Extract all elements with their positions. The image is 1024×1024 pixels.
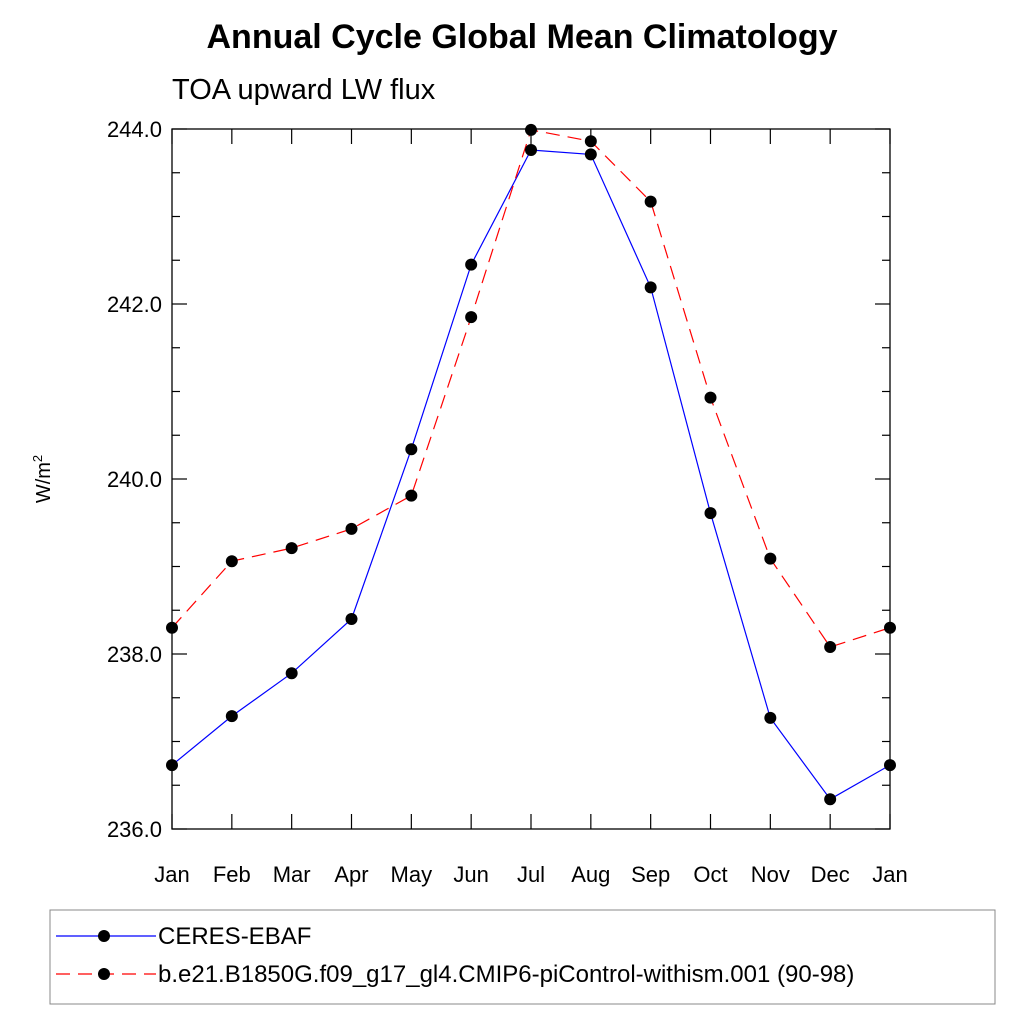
- series-2-point: [345, 522, 358, 535]
- x-tick-label: Oct: [693, 862, 727, 887]
- x-tick-label: Jun: [453, 862, 488, 887]
- series-line-1: [171, 149, 891, 800]
- series-1-point: [285, 667, 298, 680]
- x-tick-label: Sep: [631, 862, 670, 887]
- y-axis-label-superscript: 2: [30, 455, 45, 462]
- y-axis-label-base: W/m: [33, 462, 55, 503]
- x-tick-label: May: [391, 862, 433, 887]
- y-tick-label: 238.0: [107, 642, 162, 667]
- series-2-point: [704, 391, 717, 404]
- x-tick-label: Jul: [517, 862, 545, 887]
- legend-label-2: b.e21.B1850G.f09_g17_gl4.CMIP6-piControl…: [158, 961, 854, 988]
- y-tick-label: 240.0: [107, 467, 162, 492]
- series-1-point: [166, 759, 178, 772]
- series-1-point: [644, 281, 657, 294]
- series-1-point: [405, 443, 418, 456]
- series-2-point: [584, 135, 597, 148]
- series-1-point: [764, 711, 777, 724]
- series-layer: [166, 123, 896, 806]
- y-axis-label: W/m2: [30, 455, 55, 503]
- x-tick-label: Apr: [334, 862, 368, 887]
- legend-label-1: CERES-EBAF: [158, 923, 311, 950]
- series-1-point: [465, 258, 478, 271]
- svg-text:W/m2: W/m2: [30, 455, 55, 503]
- series-2-point: [465, 311, 478, 324]
- x-tick-label: Nov: [751, 862, 790, 887]
- x-tick-label: Jan: [154, 862, 189, 887]
- series-1-point: [824, 793, 837, 806]
- y-tick-labels: 236.0 238.0 240.0 242.0 244.0: [107, 117, 162, 842]
- y-tick-label: 242.0: [107, 292, 162, 317]
- legend: CERES-EBAF b.e21.B1850G.f09_g17_gl4.CMIP6…: [56, 923, 854, 988]
- x-tick-label: Feb: [213, 862, 251, 887]
- x-tick-labels: Jan Feb Mar Apr May Jun Jul Aug Sep Oct Nov Dec Jan: [154, 862, 907, 887]
- series-1-point: [345, 613, 358, 625]
- series-2-point: [166, 621, 178, 634]
- x-tick-label: Mar: [273, 862, 311, 887]
- series-line-2: [171, 129, 891, 648]
- chart-title: Annual Cycle Global Mean Climatology: [207, 18, 838, 56]
- x-tick-label: Dec: [811, 862, 850, 887]
- series-1-point: [704, 507, 717, 520]
- series-2-point: [525, 123, 537, 136]
- y-tick-label: 236.0: [107, 817, 162, 842]
- chart-subtitle: TOA upward LW flux: [172, 74, 436, 106]
- series-2-point: [884, 621, 896, 634]
- axis-ticks: [171, 128, 891, 830]
- legend-marker-1: [98, 930, 110, 942]
- series-1-point: [525, 144, 537, 156]
- x-tick-label: Aug: [571, 862, 610, 887]
- series-2-point: [225, 555, 238, 568]
- series-1-point: [584, 148, 597, 161]
- series-2-point: [405, 489, 418, 502]
- series-2-point: [285, 542, 298, 555]
- series-2-point: [824, 641, 837, 653]
- series-1-point: [225, 710, 238, 723]
- legend-marker-2: [98, 968, 110, 980]
- series-2-point: [644, 195, 657, 208]
- series-1-point: [884, 759, 896, 772]
- x-tick-label: Jan: [872, 862, 907, 887]
- series-2-point: [764, 552, 777, 565]
- y-tick-label: 244.0: [107, 117, 162, 142]
- legend-box: [49, 909, 996, 1005]
- plot-frame: [171, 128, 891, 830]
